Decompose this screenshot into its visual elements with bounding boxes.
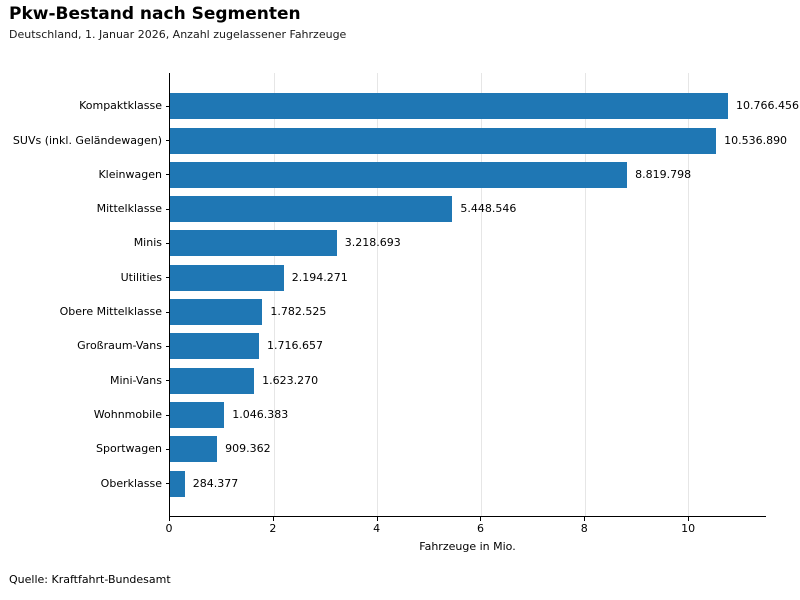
bar xyxy=(170,367,255,394)
bar xyxy=(170,333,259,360)
bar-row: Kompaktklasse 10.766.456 xyxy=(79,93,799,120)
x-axis-tick xyxy=(480,517,482,521)
y-axis-tick xyxy=(166,483,170,485)
bar xyxy=(170,196,453,223)
y-axis-tick xyxy=(166,311,170,313)
bar-row: Mittelklasse 5.448.546 xyxy=(97,196,766,223)
y-axis-tick xyxy=(166,208,170,210)
bar-row: Mini-Vans 1.623.270 xyxy=(110,367,766,394)
category-label: Mittelklasse xyxy=(96,202,162,216)
bar-value-label: 1.716.657 xyxy=(266,339,323,353)
category-label: Wohnmobile xyxy=(93,408,162,422)
bar-value-label: 2.194.271 xyxy=(291,270,348,284)
bar-row: Kleinwagen 8.819.798 xyxy=(98,161,766,188)
grid-line xyxy=(584,73,586,516)
bar xyxy=(170,161,628,188)
bar-value-label: 5.448.546 xyxy=(460,202,517,216)
y-axis-tick xyxy=(166,448,170,450)
category-label: Kleinwagen xyxy=(98,167,162,181)
bar xyxy=(170,402,225,429)
bar-row: Großraum-Vans 1.716.657 xyxy=(77,333,766,360)
x-tick-label: 10 xyxy=(681,522,696,535)
grid-line xyxy=(377,73,379,516)
y-axis-tick xyxy=(166,242,170,244)
y-axis-tick xyxy=(166,414,170,416)
category-label: Obere Mittelklasse xyxy=(59,305,162,319)
y-axis-tick xyxy=(166,105,170,107)
plot-area: Kompaktklasse 10.766.456 SUVs (inkl. Gelän… xyxy=(13,73,799,517)
bar xyxy=(170,264,284,291)
category-label: Minis xyxy=(133,236,162,250)
bar-value-label: 10.536.890 xyxy=(724,133,788,147)
y-axis-tick xyxy=(166,380,170,382)
page-subtitle: Deutschland, 1. Januar 2026, Anzahl zuge… xyxy=(9,28,347,41)
category-label: Sportwagen xyxy=(96,442,162,456)
x-axis-tick xyxy=(272,517,274,521)
x-axis-tick xyxy=(169,517,170,521)
bar xyxy=(170,230,337,257)
bar-value-label: 1.046.383 xyxy=(232,408,289,422)
y-axis-tick xyxy=(166,174,170,176)
category-label: Mini-Vans xyxy=(109,373,162,387)
x-tick-label: 6 xyxy=(476,522,484,535)
source-note: Quelle: Kraftfahrt-Bundesamt xyxy=(9,573,171,586)
category-label: Kompaktklasse xyxy=(79,99,162,113)
category-label: Oberklasse xyxy=(100,476,162,490)
grid-line xyxy=(273,73,275,516)
x-tick-label: 8 xyxy=(580,522,588,535)
bar xyxy=(170,93,728,120)
category-label: Utilities xyxy=(120,270,162,284)
bar xyxy=(170,470,185,497)
grid-line xyxy=(480,73,482,516)
x-axis-label: Fahrzeuge in Mio. xyxy=(419,540,516,553)
bar xyxy=(170,299,263,326)
bar-value-label: 284.377 xyxy=(192,476,239,490)
x-axis-tick xyxy=(376,517,378,521)
bar xyxy=(170,127,717,154)
bar-row: SUVs (inkl. Geländewagen) 10.536.890 xyxy=(13,127,787,154)
bar-value-label: 8.819.798 xyxy=(635,167,692,181)
category-label: SUVs (inkl. Geländewagen) xyxy=(12,133,162,147)
y-axis-tick xyxy=(166,345,170,347)
bar-row: Utilities 2.194.271 xyxy=(121,264,766,291)
bar-value-label: 10.766.456 xyxy=(735,99,799,113)
bar-row: Oberklasse 284.377 xyxy=(101,470,766,497)
x-tick-label: 2 xyxy=(269,522,277,535)
bar xyxy=(170,436,218,463)
bar-row: Wohnmobile 1.046.383 xyxy=(94,402,766,429)
bar-row: Minis 3.218.693 xyxy=(134,230,766,257)
x-axis-tick xyxy=(688,517,690,521)
x-tick-label: 4 xyxy=(373,522,381,535)
x-tick-label: 0 xyxy=(165,522,173,535)
bar-value-label: 1.623.270 xyxy=(262,373,319,387)
page-title: Pkw-Bestand nach Segmenten xyxy=(9,4,301,24)
bar-value-label: 3.218.693 xyxy=(344,236,401,250)
grid-line xyxy=(688,73,690,516)
bar-value-label: 1.782.525 xyxy=(270,305,327,319)
bar-row: Sportwagen 909.362 xyxy=(96,436,766,463)
category-label: Großraum-Vans xyxy=(77,339,162,353)
y-axis-tick xyxy=(166,140,170,142)
bar-value-label: 909.362 xyxy=(225,442,271,456)
x-axis-tick xyxy=(584,517,586,521)
y-axis-tick xyxy=(166,277,170,279)
bar-row: Obere Mittelklasse 1.782.525 xyxy=(60,299,766,326)
